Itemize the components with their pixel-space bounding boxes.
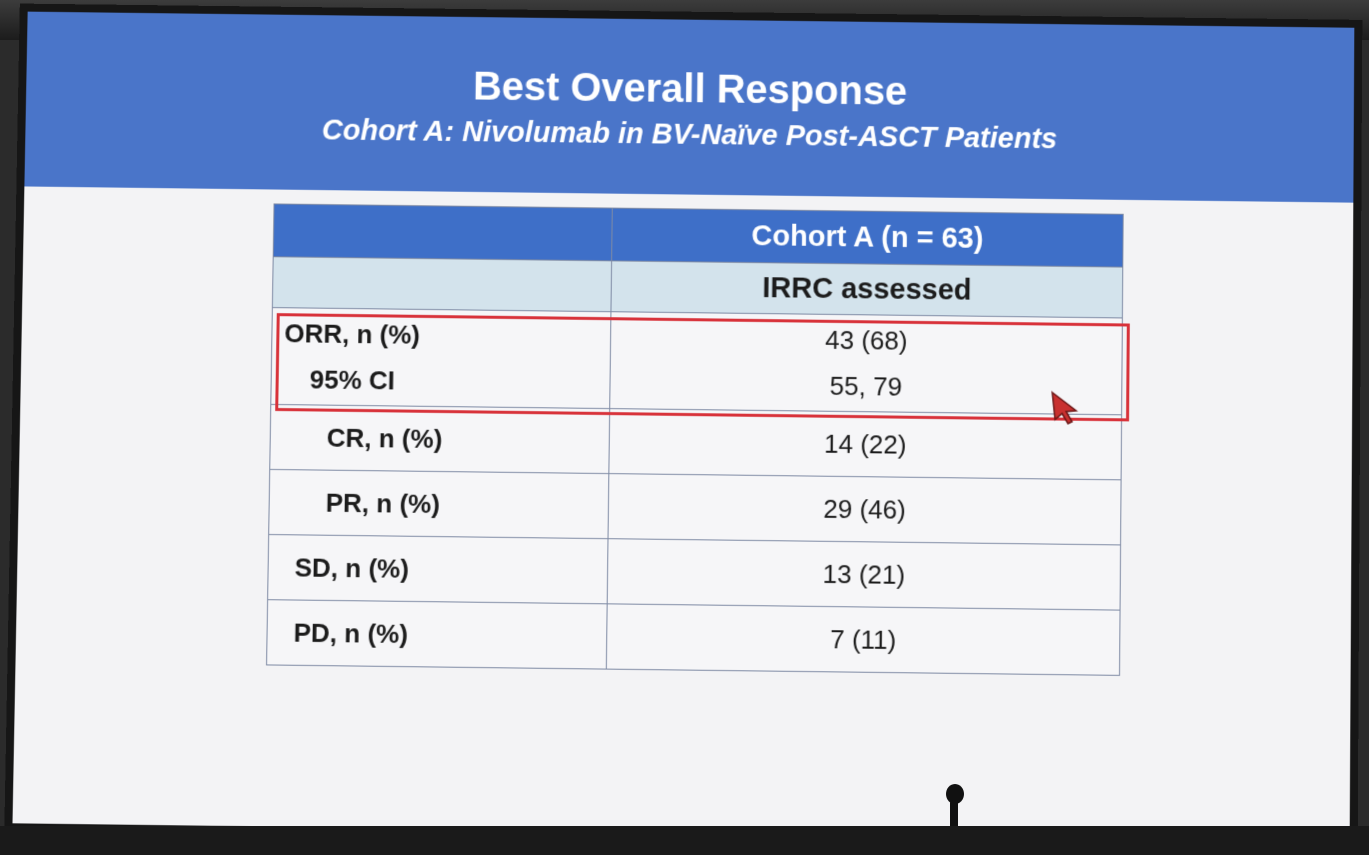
subheader-empty-cell	[272, 257, 611, 312]
ci-label: 95% CI	[271, 356, 609, 406]
row-label: CR, n (%)	[270, 404, 610, 473]
table-row: CR, n (%) 14 (22)	[270, 404, 1122, 479]
table-row: PD, n (%) 7 (11)	[267, 600, 1120, 676]
row-value: 29 (46)	[608, 474, 1121, 545]
table-row: SD, n (%) 13 (21)	[268, 535, 1121, 611]
row-value: 14 (22)	[609, 409, 1122, 480]
row-value: 13 (21)	[607, 539, 1120, 610]
header-empty-cell	[273, 204, 612, 261]
orr-value-cell: 43 (68) 55, 79	[610, 312, 1123, 415]
orr-row: ORR, n (%) 95% CI 43 (68) 55, 79	[271, 308, 1123, 415]
projector-screen: Best Overall Response Cohort A: Nivoluma…	[12, 12, 1354, 840]
orr-value: 43 (68)	[611, 314, 1122, 366]
orr-label: ORR, n (%)	[272, 310, 610, 360]
orr-label-cell: ORR, n (%) 95% CI	[271, 308, 611, 409]
cohort-header: Cohort A (n = 63)	[612, 208, 1124, 267]
ci-value: 55, 79	[610, 360, 1121, 412]
row-label: PD, n (%)	[267, 600, 608, 669]
response-table-wrapper: Cohort A (n = 63) IRRC assessed ORR, n (…	[266, 203, 1124, 675]
response-table: Cohort A (n = 63) IRRC assessed ORR, n (…	[266, 203, 1124, 675]
pointer-cursor-icon	[1050, 390, 1080, 424]
table-row: PR, n (%) 29 (46)	[269, 469, 1121, 545]
screen-bottom-edge	[0, 826, 1369, 855]
row-label: SD, n (%)	[268, 535, 608, 604]
row-value: 7 (11)	[606, 604, 1120, 676]
row-label: PR, n (%)	[269, 469, 609, 538]
assessment-subheader: IRRC assessed	[611, 261, 1123, 318]
